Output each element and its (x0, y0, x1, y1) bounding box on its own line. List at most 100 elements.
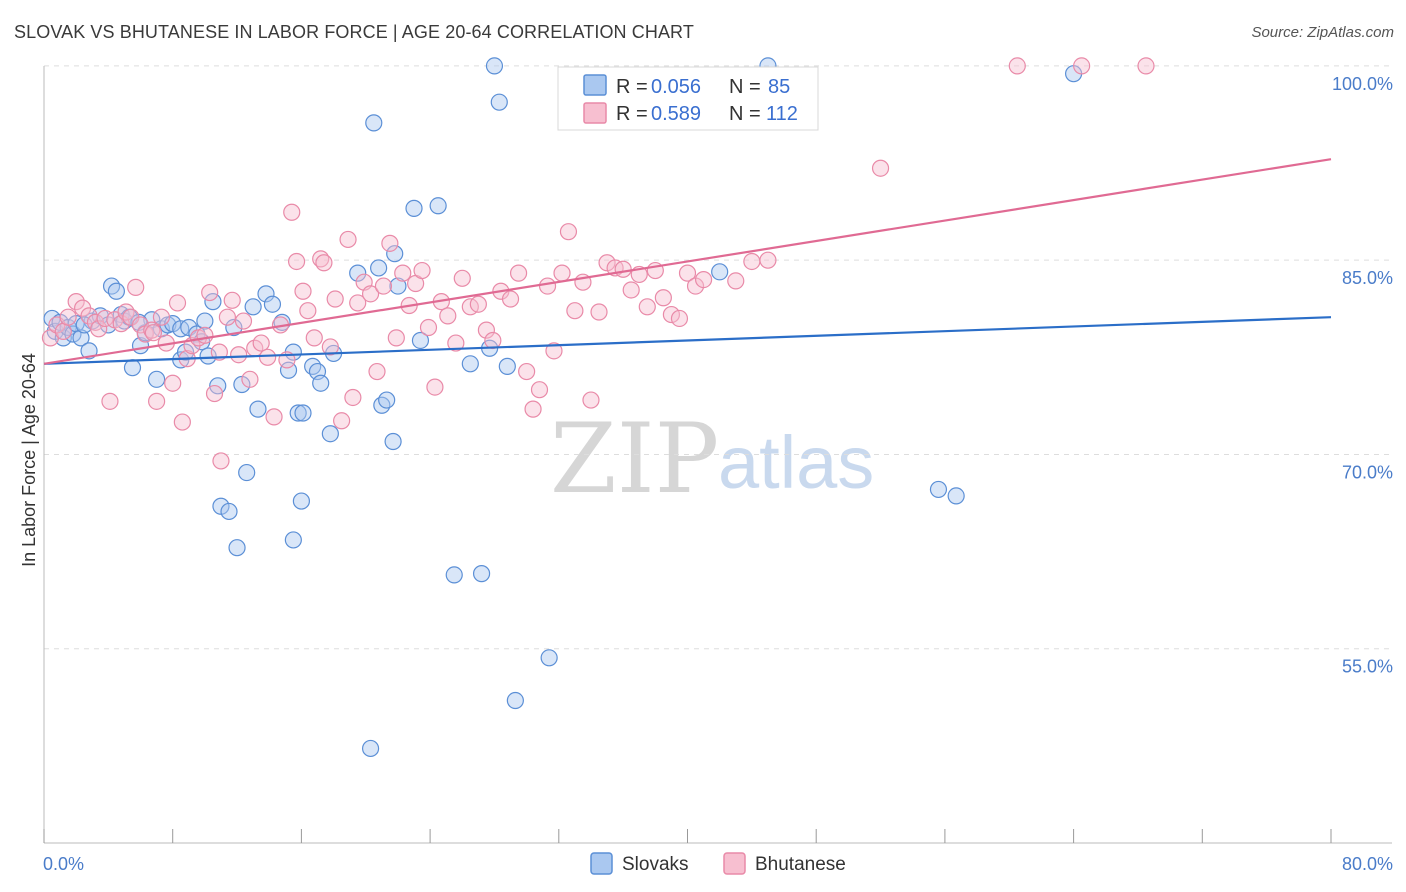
bhutanese-point (694, 271, 713, 289)
slovak-point (361, 739, 380, 758)
bhutanese-point (538, 277, 557, 295)
y-tick-label: 70.0% (1342, 462, 1393, 482)
bhutanese-point (90, 320, 108, 338)
slovak-point (312, 374, 330, 392)
slovak-point (472, 565, 491, 583)
bhutanese-point (164, 374, 182, 392)
bottom-legend-swatch-bhutanese (723, 852, 746, 875)
slovak-point (225, 318, 243, 337)
bhutanese-point (101, 392, 119, 410)
slovak-point (80, 342, 98, 360)
bhutanese-point (259, 348, 277, 366)
bhutanese-point (349, 294, 367, 312)
legend-swatch-slovaks (583, 74, 607, 96)
bhutanese-point (381, 234, 399, 252)
bhutanese-point (315, 254, 333, 272)
legend-r-label-bhutanese: R = (616, 103, 648, 125)
bhutanese-point (759, 251, 777, 269)
slovak-point (238, 463, 256, 482)
bhutanese-point (559, 223, 578, 241)
bhutanese-point (326, 290, 344, 308)
bhutanese-point (299, 302, 317, 320)
slovak-point (321, 425, 339, 443)
bhutanese-point (1073, 57, 1091, 75)
bhutanese-point (447, 334, 465, 352)
bhutanese-point (205, 384, 224, 403)
slovak-point (485, 57, 504, 75)
bhutanese-point (201, 283, 219, 302)
slovak-point (506, 691, 524, 710)
source-credit: Source: ZipAtlas.com (1251, 24, 1394, 41)
slovak-point (294, 404, 312, 422)
slovak-point (263, 295, 282, 313)
bhutanese-point (234, 312, 253, 330)
slovak-point (64, 325, 82, 343)
x-tick-label: 80.0% (1342, 854, 1393, 874)
bhutanese-point (117, 303, 135, 321)
bhutanese-point (67, 293, 85, 311)
bhutanese-point (1137, 57, 1155, 75)
bhutanese-point (590, 303, 608, 321)
bhutanese-point (654, 289, 672, 307)
bhutanese-point (305, 329, 323, 347)
slovak-point (490, 93, 508, 111)
bhutanese-point (1008, 57, 1026, 75)
bhutanese-point (678, 264, 697, 282)
legend-swatch-bhutanese (583, 102, 607, 124)
bhutanese-point (152, 308, 171, 326)
slovak-point (123, 359, 142, 377)
bhutanese-point (168, 294, 187, 312)
slovak-point (204, 293, 222, 311)
y-tick-label: 85.0% (1342, 268, 1393, 288)
bhutanese-point (265, 408, 283, 426)
bhutanese-point (419, 318, 438, 337)
y-axis-label: In Labor Force | Age 20-64 (19, 353, 39, 567)
bhutanese-points (41, 57, 1155, 470)
bhutanese-point (294, 282, 312, 300)
chart-title: SLOVAK VS BHUTANESE IN LABOR FORCE | AGE… (14, 22, 694, 42)
bhutanese-point (566, 302, 584, 320)
bhutanese-point (469, 295, 487, 313)
legend-n-value-bhutanese: 112 (766, 103, 798, 125)
legend-n-value-slovaks: 85 (768, 76, 790, 98)
bhutanese-point (582, 391, 600, 409)
bhutanese-point (727, 272, 745, 290)
slovak-point (411, 331, 430, 350)
bhutanese-point (670, 309, 689, 328)
slovak-point (249, 400, 267, 418)
bhutanese-point (173, 413, 191, 431)
bhutanese-point (374, 277, 393, 295)
bhutanese-point (509, 264, 528, 282)
slovak-point (72, 329, 90, 347)
slovak-point (196, 312, 214, 330)
slovaks-trend-line (43, 316, 1332, 365)
bhutanese-point (283, 203, 301, 221)
slovak-point (540, 649, 558, 667)
bhutanese-point (59, 308, 77, 326)
legend-r-label-slovaks: R = (616, 76, 648, 98)
watermark-atlas: atlas (718, 421, 874, 504)
bhutanese-point (662, 305, 681, 324)
slovak-point (370, 259, 388, 277)
bhutanese-point (287, 252, 306, 271)
bhutanese-point (321, 338, 339, 356)
slovak-point (365, 114, 383, 132)
bhutanese-point (368, 362, 386, 381)
legend-r-value-slovaks: 0.056 (651, 76, 701, 98)
bhutanese-point (218, 308, 236, 326)
bhutanese-point (530, 381, 549, 399)
slovak-point (405, 199, 423, 217)
bhutanese-point (210, 343, 228, 361)
slovak-point (445, 566, 463, 584)
bhutanese-point (501, 290, 520, 308)
tick-labels: 55.0% 70.0% 85.0% 100.0% 0.0% 80.0% (43, 74, 1393, 874)
stats-legend: R = 0.056 N = 85 R = 0.589 N = 112 (557, 66, 819, 131)
bottom-legend-label-slovaks: Slovaks (622, 854, 689, 875)
bhutanese-point (361, 285, 380, 303)
slovak-point (199, 347, 217, 365)
bhutanese-point (394, 264, 412, 282)
bhutanese-trend-line (43, 158, 1332, 365)
slovak-point (929, 480, 948, 499)
bhutanese-point (131, 316, 150, 334)
bottom-legend-label-bhutanese: Bhutanese (755, 854, 846, 875)
